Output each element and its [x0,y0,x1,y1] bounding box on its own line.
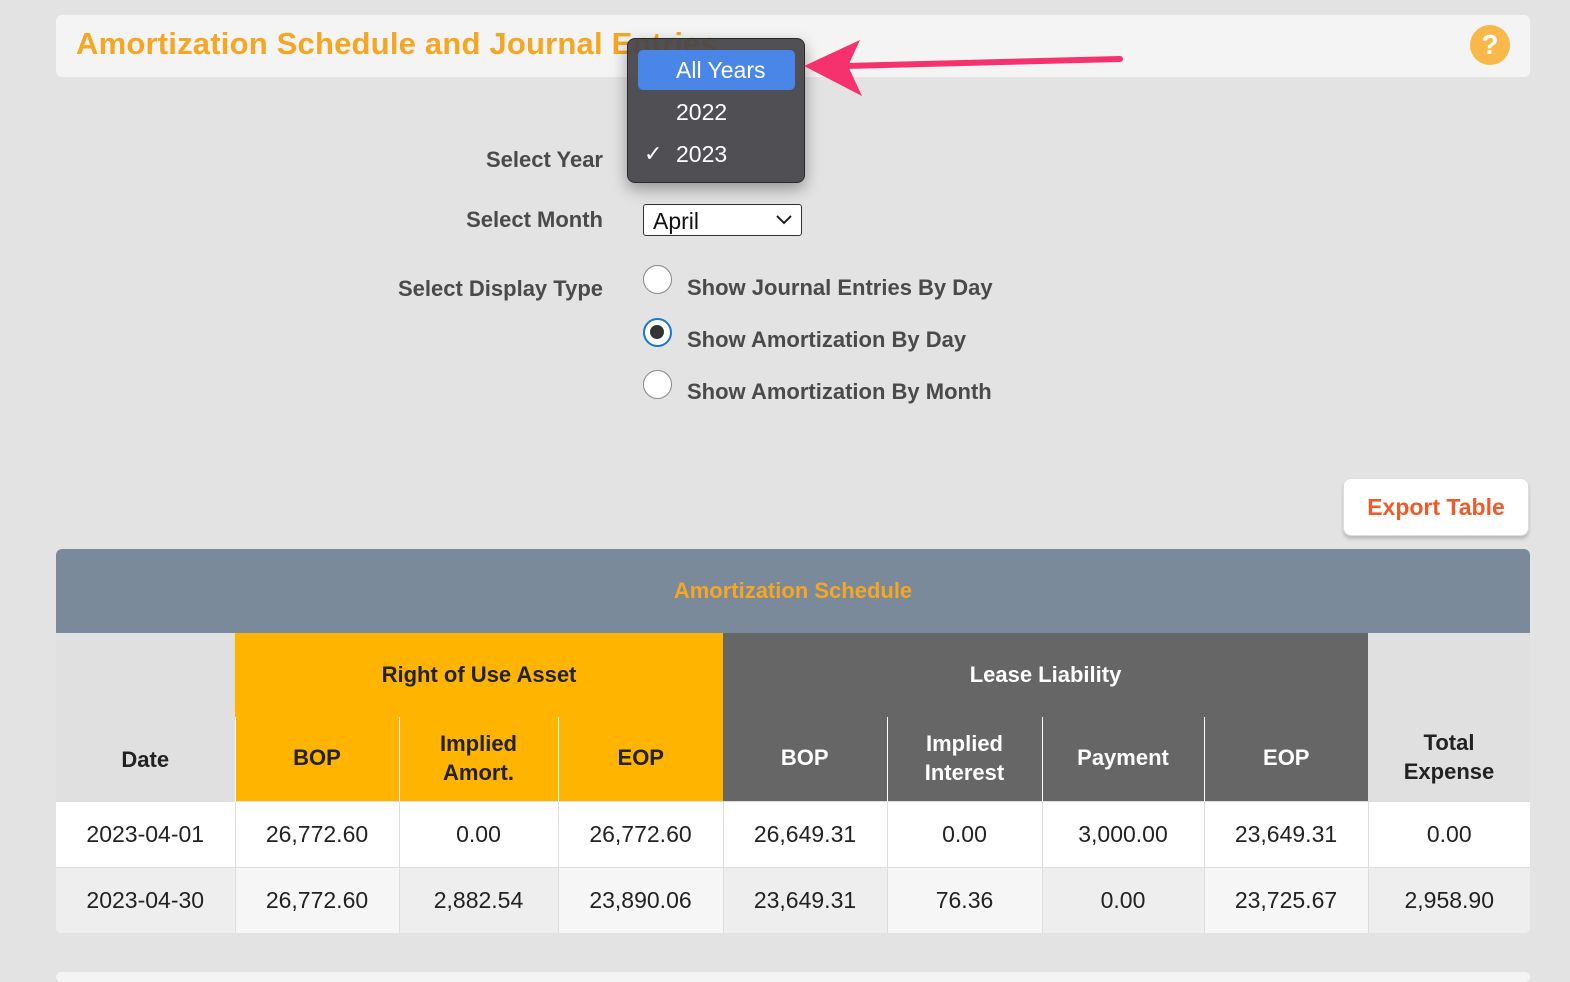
radio-amortization-by-day[interactable]: Show Amortization By Day [643,318,1023,354]
radio-button-checked[interactable] [643,318,672,347]
table-row: 2023-04-01 26,772.60 0.00 26,772.60 26,6… [56,800,1530,867]
next-panel-edge [56,972,1530,982]
radio-button[interactable] [643,370,672,399]
column-header-ll-payment: Payment [1041,717,1204,801]
cell-ll-eop: 23,725.67 [1203,866,1368,933]
year-option-2022[interactable]: 2022 [638,92,795,132]
column-header-rou-eop: EOP [557,717,723,801]
column-header-date: Date [56,633,235,801]
year-dropdown-menu[interactable]: All Years 2022 ✓ 2023 [627,38,805,183]
cell-date: 2023-04-01 [56,800,235,867]
column-header-rou-implied-amort: Implied Amort. [398,717,558,801]
year-option-label: All Years [676,57,766,83]
cell-rou-bop: 26,772.60 [234,866,399,933]
export-table-button[interactable]: Export Table [1343,478,1529,536]
column-header-total-expense: Total Expense [1368,633,1530,801]
year-option-all-years[interactable]: All Years [638,50,795,90]
column-header-ll-implied-interest: Implied Interest [886,717,1042,801]
year-option-label: 2023 [676,141,728,167]
cell-rou-eop: 23,890.06 [557,866,723,933]
month-select-value: April [653,208,700,234]
year-option-label: 2022 [676,99,728,125]
checkmark-icon: ✓ [644,141,663,166]
cell-ll-payment: 3,000.00 [1041,800,1204,867]
page-title: Amortization Schedule and Journal Entrie… [76,26,719,61]
select-year-label: Select Year [485,147,603,172]
column-header-ll-bop: BOP [723,717,887,801]
cell-date: 2023-04-30 [56,866,235,933]
group-header-lease-liability: Lease Liability [723,633,1368,717]
radio-button[interactable] [643,265,672,294]
radio-label: Show Journal Entries By Day [687,275,993,300]
cell-total-expense: 2,958.90 [1367,866,1530,933]
select-month-label: Select Month [466,207,603,232]
group-header-rou: Right of Use Asset [235,633,723,717]
display-type-label: Select Display Type [397,276,603,301]
radio-label: Show Amortization By Month [687,379,992,404]
cell-ll-bop: 26,649.31 [722,800,887,867]
cell-ll-implied-interest: 76.36 [886,866,1042,933]
chevron-down-icon [776,215,792,225]
month-select[interactable]: April [643,204,802,236]
annotation-arrow-icon [804,40,1123,96]
help-icon[interactable]: ? [1470,25,1510,65]
cell-rou-implied-amort: 0.00 [398,800,558,867]
radio-amortization-by-month[interactable]: Show Amortization By Month [643,370,1043,406]
table-row: 2023-04-30 26,772.60 2,882.54 23,890.06 … [56,866,1530,933]
radio-journal-by-day[interactable]: Show Journal Entries By Day [643,265,1043,301]
column-header-rou-bop: BOP [234,717,399,801]
cell-rou-eop: 26,772.60 [557,800,723,867]
cell-rou-implied-amort: 2,882.54 [398,866,558,933]
year-option-2023[interactable]: ✓ 2023 [638,134,795,174]
amortization-table: Amortization Schedule Date Right of Use … [56,549,1530,933]
cell-ll-bop: 23,649.31 [722,866,887,933]
schedule-table: Date Right of Use Asset Lease Liability … [56,633,1530,933]
cell-ll-payment: 0.00 [1041,866,1204,933]
cell-ll-implied-interest: 0.00 [886,800,1042,867]
cell-ll-eop: 23,649.31 [1203,800,1368,867]
cell-total-expense: 0.00 [1367,800,1530,867]
column-header-ll-eop: EOP [1203,717,1368,801]
radio-label: Show Amortization By Day [687,327,967,352]
table-caption: Amortization Schedule [56,549,1530,633]
cell-rou-bop: 26,772.60 [234,800,399,867]
